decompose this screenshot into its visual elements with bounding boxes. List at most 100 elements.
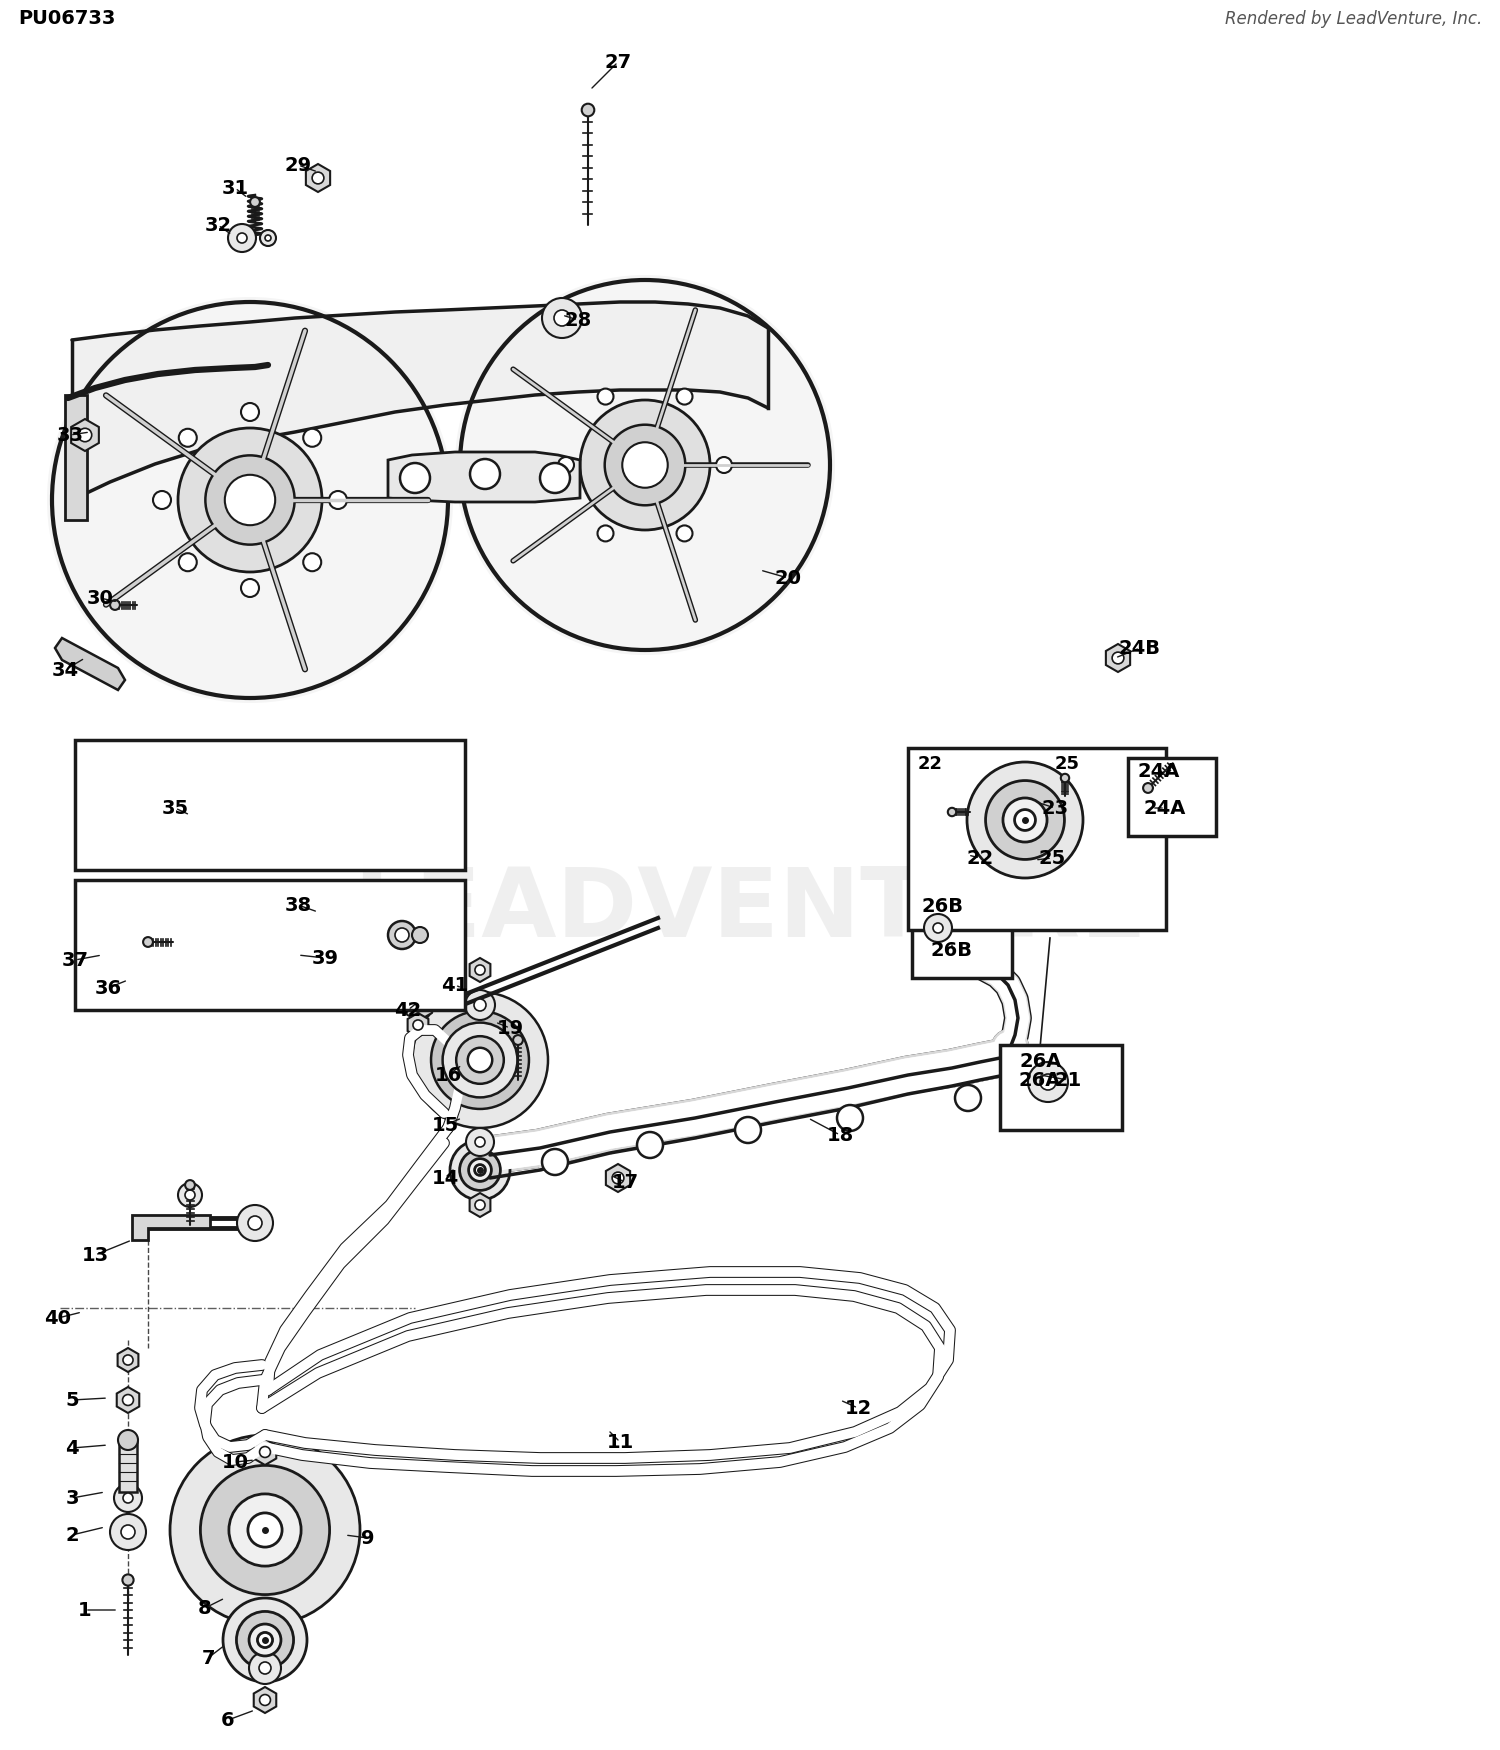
Circle shape [540,464,570,493]
Polygon shape [117,1388,140,1412]
Text: 39: 39 [312,949,339,968]
Polygon shape [404,989,432,1020]
Circle shape [249,1624,280,1655]
Circle shape [1014,810,1035,831]
Circle shape [170,1435,360,1626]
Circle shape [46,298,453,704]
Polygon shape [388,452,580,502]
Circle shape [716,457,732,472]
Text: 38: 38 [285,896,312,915]
Circle shape [476,964,484,975]
Circle shape [474,1164,486,1176]
Circle shape [468,1158,492,1181]
Circle shape [468,1048,492,1073]
Polygon shape [306,164,330,192]
Circle shape [837,1104,862,1130]
Circle shape [123,1493,134,1503]
Circle shape [242,402,260,422]
Circle shape [474,999,486,1011]
Text: 22: 22 [966,849,993,868]
Polygon shape [78,971,206,999]
Text: Rendered by LeadVenture, Inc.: Rendered by LeadVenture, Inc. [1224,10,1482,28]
Circle shape [400,464,430,493]
Circle shape [258,1633,273,1647]
Text: 7: 7 [201,1648,214,1668]
Text: 25: 25 [1054,754,1080,774]
Circle shape [1040,1074,1056,1090]
Text: 22: 22 [918,754,944,774]
Text: 40: 40 [45,1309,72,1328]
Text: 4: 4 [64,1438,80,1458]
Circle shape [78,429,92,441]
Circle shape [228,224,256,252]
Circle shape [622,443,668,488]
Text: 25: 25 [1038,849,1065,868]
Circle shape [968,761,1083,878]
Text: 19: 19 [496,1018,523,1038]
Circle shape [542,1150,568,1174]
FancyBboxPatch shape [908,747,1166,929]
Circle shape [676,525,693,541]
Circle shape [184,1190,195,1200]
Circle shape [735,1116,760,1143]
Circle shape [597,388,613,404]
Circle shape [110,1514,146,1550]
Circle shape [242,579,260,597]
Circle shape [1028,1062,1068,1102]
Polygon shape [408,1013,429,1038]
Circle shape [122,1524,135,1538]
Circle shape [1112,653,1124,663]
Circle shape [303,429,321,446]
Circle shape [260,229,276,247]
Text: 16: 16 [435,1066,462,1085]
Circle shape [450,1139,510,1200]
Circle shape [206,455,294,544]
Circle shape [638,1132,663,1158]
Text: 10: 10 [222,1452,249,1472]
Circle shape [470,458,500,488]
Polygon shape [70,418,99,452]
Text: 26B: 26B [922,898,964,915]
Text: 36: 36 [94,978,122,997]
Polygon shape [56,639,125,690]
Text: 34: 34 [51,660,78,679]
Text: 29: 29 [285,156,312,175]
FancyBboxPatch shape [75,740,465,870]
Circle shape [1060,774,1070,782]
Text: 26B: 26B [932,940,974,959]
Polygon shape [72,303,768,500]
Circle shape [513,1034,523,1045]
Circle shape [676,388,693,404]
Circle shape [237,1612,294,1668]
Text: 41: 41 [441,975,468,994]
Text: 27: 27 [604,52,631,72]
Text: 24A: 24A [1144,798,1186,817]
Circle shape [188,821,196,830]
Circle shape [312,172,324,184]
Circle shape [456,1036,504,1083]
Circle shape [1143,782,1154,793]
Circle shape [201,1465,330,1594]
Circle shape [251,198,260,206]
Text: 11: 11 [606,1433,633,1451]
Polygon shape [470,1194,490,1216]
Circle shape [118,1430,138,1451]
Circle shape [260,1694,270,1706]
Circle shape [558,457,574,472]
Circle shape [178,429,196,446]
Circle shape [123,1354,134,1365]
Circle shape [430,1011,530,1110]
Text: 18: 18 [827,1125,854,1144]
Circle shape [388,920,416,948]
FancyBboxPatch shape [1000,1045,1122,1130]
Circle shape [328,492,346,509]
Text: 26A: 26A [1020,1052,1062,1071]
Circle shape [178,553,196,570]
Text: 33: 33 [57,425,84,444]
Circle shape [184,1180,195,1190]
Circle shape [123,1575,134,1586]
Text: LEADVENTURE: LEADVENTURE [352,863,1148,957]
Circle shape [597,525,613,541]
Circle shape [142,936,153,947]
Circle shape [582,103,594,116]
